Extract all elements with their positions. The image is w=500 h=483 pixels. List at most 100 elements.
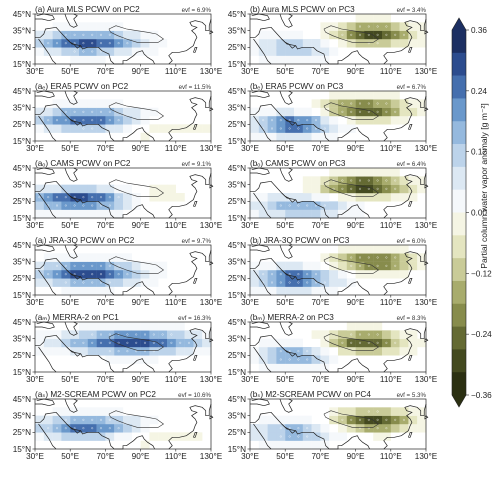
coastline (383, 172, 427, 219)
coastline (64, 13, 78, 28)
coastline (35, 13, 55, 22)
heatmap-cell (399, 253, 409, 262)
coastline (250, 13, 270, 22)
heatmap-cell (417, 338, 427, 348)
heatmap-cell (373, 407, 383, 416)
heatmap-cell (167, 338, 176, 348)
significance-dot (170, 333, 173, 336)
heatmap-cell (285, 201, 295, 210)
significance-dot (91, 427, 94, 430)
heatmap-cell (105, 209, 115, 219)
heatmap-cell (276, 347, 286, 356)
significance-dot (82, 341, 85, 344)
map-frame (34, 321, 212, 373)
heatmap-cell (250, 209, 259, 219)
heatmap-cell (96, 278, 106, 287)
significance-dot (385, 102, 388, 105)
heatmap-cell (382, 14, 391, 23)
heatmap-cell (294, 261, 303, 271)
heatmap-cell (70, 338, 80, 348)
heatmap-cell (311, 39, 321, 48)
heatmap-cell (390, 116, 400, 125)
heatmap-cell (114, 184, 124, 194)
coastline (250, 180, 370, 219)
heatmap-cell (258, 30, 268, 40)
heatmap-cell (114, 116, 124, 125)
heatmap-cell (285, 30, 295, 40)
heatmap-cell (105, 39, 115, 48)
heatmap-cell (373, 253, 383, 262)
significance-dot (297, 204, 300, 207)
heatmap-cell (258, 209, 268, 219)
heatmap-cell (364, 99, 374, 108)
heatmap-cell (390, 176, 400, 185)
heatmap-cell (61, 407, 71, 416)
significance-dot (117, 273, 120, 276)
heatmap-cell (79, 99, 88, 108)
heatmap-cell (258, 415, 268, 425)
heatmap-cell (250, 270, 259, 279)
y-tick-label: 45°N (228, 87, 246, 96)
heatmap-cell (70, 415, 80, 425)
panel-evf: evf = 3.4% (397, 7, 427, 14)
heatmap-cell (96, 201, 106, 210)
heatmap-cell (373, 116, 383, 125)
significance-dot (394, 341, 397, 344)
heatmap-cells (250, 168, 427, 219)
heatmap-cell (382, 99, 391, 108)
colorbar-tick-label: 0.24 (471, 87, 487, 96)
colorbar-swatch (452, 280, 466, 305)
heatmap-cell (43, 39, 53, 48)
significance-dot (73, 418, 76, 421)
heatmap-cell (294, 193, 303, 202)
coastline (250, 334, 370, 373)
heatmap-cell (43, 415, 53, 425)
coastline (66, 423, 81, 434)
panel-evf: evf = 10.6% (178, 392, 211, 399)
heatmap-cell (123, 193, 132, 202)
significance-dot (359, 341, 362, 344)
heatmap-cell (294, 347, 303, 356)
heatmap-cell (390, 30, 400, 40)
heatmap-cell (285, 424, 295, 433)
heatmap-cell (364, 270, 374, 279)
heatmap-cell (61, 278, 71, 287)
significance-dot (91, 127, 94, 130)
heatmap-cell (149, 30, 159, 40)
coastline (250, 411, 370, 450)
heatmap-cell (276, 39, 286, 48)
coastline (38, 269, 57, 296)
x-tick-label: 70°E (96, 298, 114, 307)
significance-dot (73, 273, 76, 276)
panel-title: (aₘ) MERRA-2 on PC1 (35, 313, 119, 322)
heatmap-cell (267, 347, 277, 356)
coastline (64, 90, 78, 105)
heatmap-cell (114, 355, 124, 364)
heatmap-cell (87, 209, 97, 219)
heatmap-cell (373, 193, 383, 202)
significance-dot (64, 119, 67, 122)
heatmap-cell (399, 245, 409, 254)
heatmap-cell (320, 330, 330, 339)
map-frame (249, 321, 427, 373)
significance-dot (99, 33, 102, 36)
colorbar-tick-label: 0.36 (471, 26, 487, 35)
heatmap-cell (131, 278, 141, 287)
map-panel-left-3: 30°E 50°E 70°E 90°E 110°E 130°E 45°N 35°N 25°N 15… (13, 236, 223, 307)
heatmap-cell (320, 355, 330, 364)
significance-dot (288, 204, 291, 207)
heatmap-cell (250, 278, 259, 287)
heatmap-cell (184, 338, 194, 348)
panel-title: (bₛ) M2-SCREAM PCWV on PC4 (250, 390, 371, 399)
significance-dot (99, 119, 102, 122)
heatmap-cell (79, 184, 88, 194)
heatmap-cell (52, 407, 62, 416)
heatmap-cell (285, 415, 295, 425)
heatmap-cell (346, 176, 356, 185)
significance-dot (394, 264, 397, 267)
significance-dot (126, 273, 129, 276)
heatmap-cell (87, 253, 97, 262)
significance-dot (279, 273, 282, 276)
heatmap-cell (285, 347, 295, 356)
y-tick-label: 35°N (228, 26, 246, 35)
